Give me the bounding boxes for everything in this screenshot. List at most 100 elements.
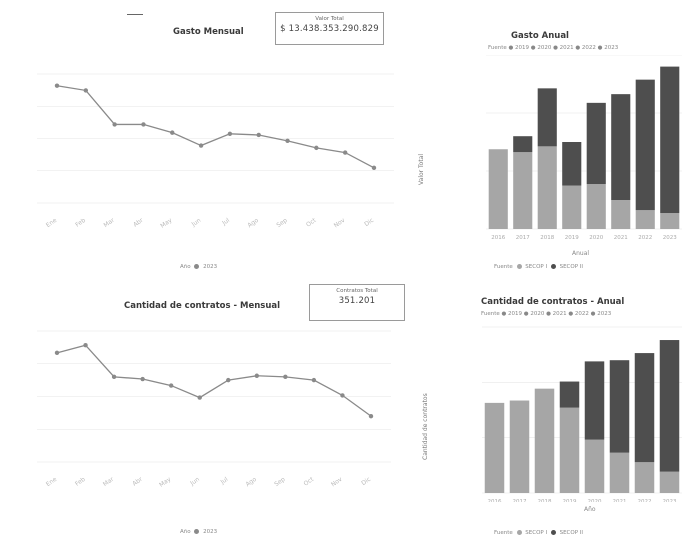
x-tick-label: 2020 [589,235,603,241]
bar-segment [584,439,605,493]
bar-segment [559,407,580,493]
data-point [254,373,260,378]
annual-spend-title: Gasto Anual [511,31,569,41]
bar-segment [660,66,680,214]
data-point [227,131,233,137]
legend-dot-icon [516,530,522,535]
data-point [256,132,261,138]
annual-contracts-title: Cantidad de contratos - Anual [481,297,625,307]
data-point [83,342,88,348]
legend-item-secop-2: SECOP II [559,530,584,536]
data-point [283,374,288,380]
x-tick-label: 2017 [516,235,530,241]
total-value-label: Valor Total [315,16,344,22]
x-tick-label: Oct [303,476,316,488]
x-tick-label: Abr [132,217,145,229]
data-point [168,383,174,388]
x-tick-label: 2023 [663,235,677,241]
data-point [54,83,60,88]
bar-segment [509,400,530,493]
x-tick-label: Nov [333,217,347,230]
annual-spend-chart[interactable]: 2016 2017 2018 2019 2020 2021 2022 2023 [440,55,682,245]
x-tick-label: Sep [273,476,286,488]
x-tick-label: May [159,217,174,230]
x-tick-label: 2019 [565,235,579,241]
bar-segment [586,102,606,185]
x-tick-label: May [158,476,173,489]
bar-segment [611,200,631,229]
x-tick-label: Ago [246,217,260,230]
x-tick-label: Nov [330,476,344,489]
data-point [83,88,89,93]
x-tick-label: 2017 [513,499,527,502]
legend-dot-icon [194,529,200,534]
bar-segment [562,185,582,229]
x-tick-label: Mar [102,217,116,230]
x-tick-label: Jun [188,476,201,488]
x-tick-label: 2021 [613,499,627,502]
monthly-spend-chart[interactable]: Ene Feb Mar Abr May Jun Jul Ago Sep Oct Nov Dic [0,40,420,260]
x-tick-label: Oct [305,217,318,229]
bar-segment [635,79,655,211]
bar-segment [513,136,533,153]
x-tick-label: Dic [360,476,372,487]
annual-contracts-subtitle: Fuente ● 2019 ● 2020 ● 2021 ● 2022 ● 202… [481,311,612,317]
data-point [140,376,145,382]
bar-segment [559,381,580,408]
x-tick-label: 2018 [540,235,554,241]
x-tick-label: 2019 [563,499,577,502]
legend-value: 2023 [203,529,218,535]
legend-label: Fuente [494,530,513,536]
top-divider [127,14,143,15]
data-point [170,130,175,135]
bar-segment [609,452,630,493]
bar-segment [537,146,557,229]
bar-segment [586,184,606,229]
monthly-contracts-title: Cantidad de contratos - Mensual [124,301,281,311]
data-point [371,165,377,171]
x-tick-label: Abr [131,476,144,488]
annual-spend-y-axis-label: Valor Total [418,153,425,185]
annual-spend-legend: Fuente SECOP I SECOP II [494,264,583,270]
bar-segment [513,152,533,229]
bar-segment [609,360,630,453]
bar-segment [537,88,557,147]
x-tick-label: 2016 [491,235,505,241]
legend-item-secop-2: SECOP II [559,264,584,270]
bar-segment [634,353,655,463]
total-value: $ 13.438.353.290.829 [280,24,379,34]
x-tick-label: 2020 [588,499,602,502]
x-tick-label: Jun [190,217,203,229]
legend-label: Año [180,529,191,535]
legend-dot-icon [194,264,200,269]
monthly-spend-title: Gasto Mensual [173,27,244,37]
x-tick-label: Feb [74,476,87,488]
legend-value: 2023 [203,264,218,270]
monthly-contracts-chart[interactable]: Ene Feb Mar Abr May Jun Jul Ago Sep Oct Nov Dic [0,310,420,525]
x-tick-label: 2023 [663,499,677,502]
series-line [56,344,372,417]
total-value-card: Valor Total $ 13.438.353.290.829 [275,12,384,45]
x-tick-label: Dic [363,217,375,228]
x-tick-label: 2016 [488,499,502,502]
x-tick-label: 2022 [638,499,652,502]
annual-contracts-y-axis-label: Cantidad de contratos [422,393,429,460]
bar-segment [660,213,680,229]
x-tick-label: Ago [244,476,258,489]
x-tick-label: Feb [74,217,87,229]
legend-item-secop-1: SECOP I [525,264,548,270]
data-point [111,374,117,380]
legend-label: Fuente [494,264,513,270]
data-point [285,138,290,144]
data-point [311,377,317,383]
x-tick-label: Mar [102,476,116,489]
bar-segment [634,462,655,493]
legend-dot-icon [550,264,556,269]
x-tick-label: 2022 [638,235,652,241]
data-point [314,145,319,151]
annual-contracts-chart[interactable]: 2016 2017 2018 2019 2020 2021 2022 2023 [440,322,682,502]
x-tick-label: 2021 [614,235,628,241]
x-tick-label: Jul [220,217,231,228]
data-point [112,122,117,127]
data-point [197,395,202,400]
